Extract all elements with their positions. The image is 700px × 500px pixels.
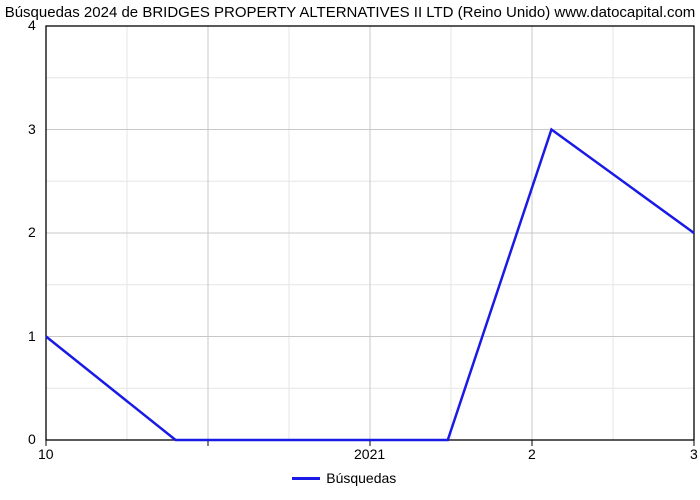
- x-tick-label: 2021: [354, 446, 385, 462]
- plot-svg: [46, 26, 694, 440]
- y-tick-label: 4: [28, 17, 36, 33]
- legend-text: Búsquedas: [326, 470, 396, 486]
- y-tick-label: 0: [28, 431, 36, 447]
- plot-area: [46, 26, 694, 440]
- chart-title: Búsquedas 2024 de BRIDGES PROPERTY ALTER…: [0, 4, 700, 21]
- legend-line: [292, 477, 320, 480]
- x-tick-label: 10: [38, 446, 54, 462]
- y-tick-label: 3: [28, 121, 36, 137]
- x-tick-label: 3: [690, 446, 698, 462]
- y-tick-label: 2: [28, 224, 36, 240]
- legend: Búsquedas: [292, 470, 396, 486]
- chart-container: Búsquedas 2024 de BRIDGES PROPERTY ALTER…: [0, 0, 700, 500]
- y-tick-label: 1: [28, 328, 36, 344]
- x-tick-label: 2: [528, 446, 536, 462]
